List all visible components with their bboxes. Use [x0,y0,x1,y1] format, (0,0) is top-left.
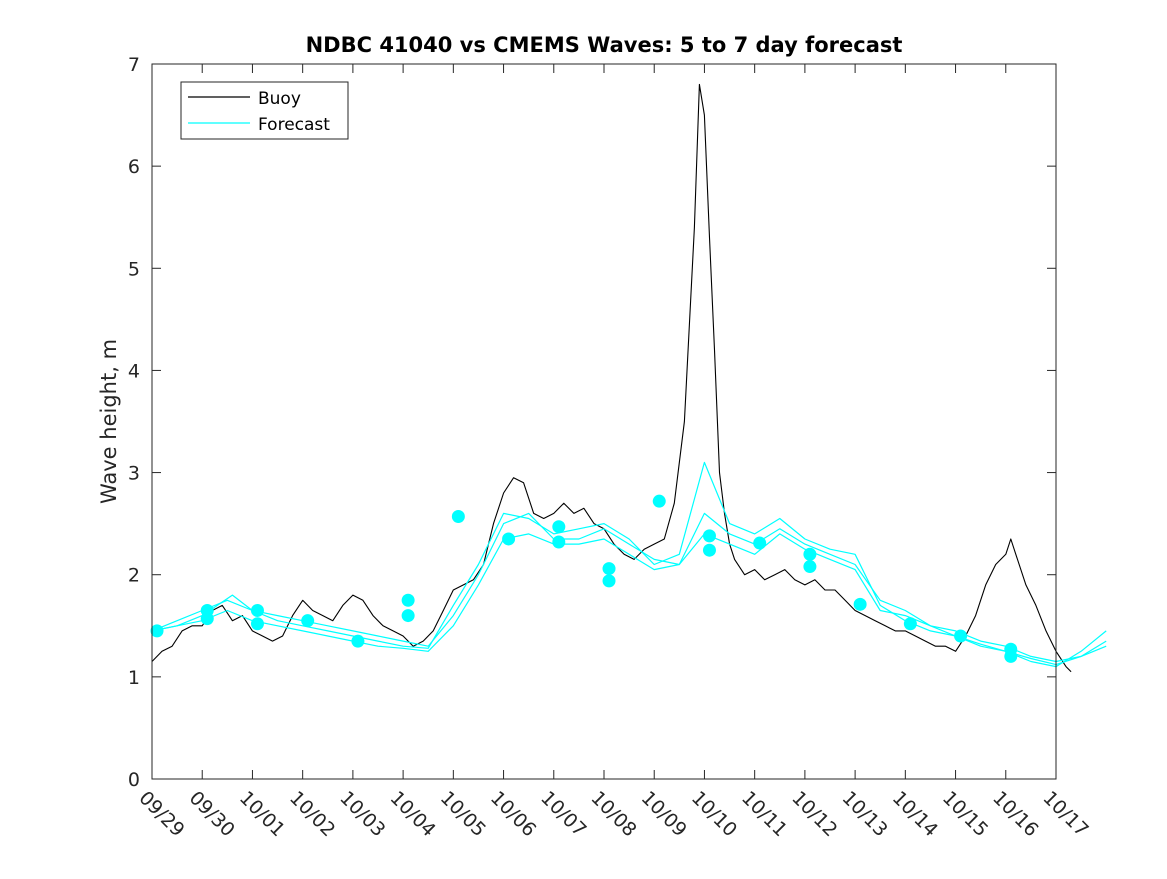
series-line-buoy [151,83,1072,673]
forecast-marker [602,574,616,588]
y-tick-label: 5 [128,258,140,280]
legend-label-buoy: Buoy [258,89,301,109]
y-tick-label: 0 [128,769,140,791]
forecast-marker [150,624,164,638]
forecast-marker [451,509,465,523]
series-line-forecast-1 [151,512,1107,663]
forecast-marker [602,562,616,576]
forecast-marker [702,529,716,543]
forecast-marker [552,535,566,549]
forecast-marker [1004,642,1018,656]
forecast-marker [954,629,968,643]
y-tick-label: 1 [128,667,140,689]
forecast-marker [853,597,867,611]
forecast-marker [552,520,566,534]
marker-layer [150,494,1018,663]
forecast-marker [702,543,716,557]
y-tick-label: 2 [128,565,140,587]
forecast-marker [301,614,315,628]
forecast-marker [502,532,516,546]
y-tick-label: 7 [128,54,140,76]
y-tick-label: 3 [128,463,140,485]
forecast-marker [401,609,415,623]
y-tick-label: 6 [128,156,140,178]
series-line-forecast-2 [151,461,1107,668]
forecast-marker [401,593,415,607]
legend-box [180,81,349,140]
series-line-forecast-3 [151,533,1107,666]
series-layer [151,83,1107,673]
forecast-marker [652,494,666,508]
forecast-marker [250,603,264,617]
forecast-marker [351,634,365,648]
forecast-marker [803,560,817,574]
forecast-marker [200,603,214,617]
forecast-marker [903,617,917,631]
forecast-marker [250,617,264,631]
forecast-marker [753,536,767,550]
chart-title: NDBC 41040 vs CMEMS Waves: 5 to 7 day fo… [306,33,903,57]
plot-area [152,64,1056,779]
legend-label-forecast: Forecast [258,115,330,135]
legend: Buoy Forecast [180,81,349,140]
y-tick-label: 4 [128,360,140,382]
forecast-marker [803,547,817,561]
y-axis-label: Wave height, m [97,339,121,504]
